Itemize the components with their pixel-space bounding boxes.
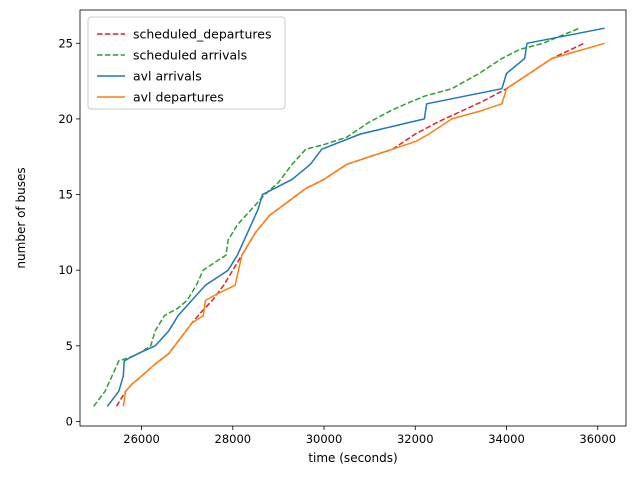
series-line-1 <box>93 27 580 407</box>
y-tick-label: 10 <box>58 263 73 277</box>
legend-label-2: avl arrivals <box>133 69 202 84</box>
legend-label-0: scheduled_departures <box>133 27 271 42</box>
y-tick-label: 25 <box>58 36 73 50</box>
series-line-3 <box>122 42 605 407</box>
y-axis: 0 5 10 15 20 25 <box>58 36 80 428</box>
x-tick-label: 30000 <box>306 432 343 446</box>
legend-box <box>87 16 286 110</box>
series-line-2 <box>106 27 605 407</box>
legend-label-1: scheduled arrivals <box>133 48 247 63</box>
x-axis-label: time (seconds) <box>308 451 397 465</box>
x-tick-label: 26000 <box>123 432 160 446</box>
x-tick-label: 28000 <box>215 432 252 446</box>
y-tick-label: 0 <box>66 414 73 428</box>
legend: scheduled_departures scheduled arrivals av… <box>87 16 286 110</box>
y-tick-label: 20 <box>58 112 73 126</box>
x-tick-label: 36000 <box>579 432 616 446</box>
plot-frame <box>79 9 627 427</box>
x-tick-label: 34000 <box>488 432 525 446</box>
y-tick-label: 5 <box>66 339 73 353</box>
plot-lines <box>93 27 605 407</box>
y-axis-label: number of buses <box>14 167 28 268</box>
y-tick-label: 15 <box>58 188 73 202</box>
x-axis: 26000 28000 30000 32000 34000 36000 <box>123 426 616 446</box>
legend-label-3: avl departures <box>133 90 224 105</box>
x-tick-label: 32000 <box>397 432 434 446</box>
